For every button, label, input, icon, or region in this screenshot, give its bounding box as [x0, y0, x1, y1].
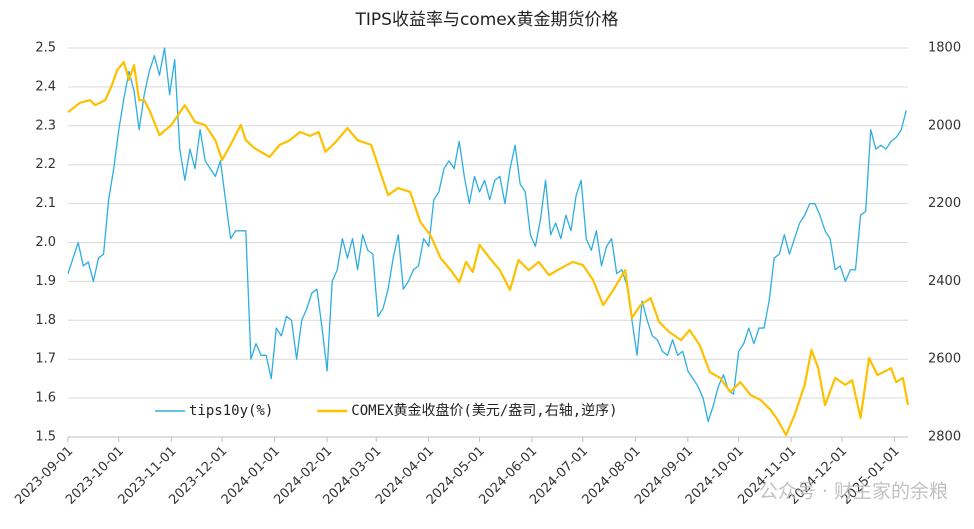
y-tick-label: 1.9: [35, 274, 56, 289]
legend: tips10y(%) COMEX黄金收盘价(美元/盎司,右轴,逆序): [155, 402, 618, 419]
y-tick-label: 1.5: [35, 430, 56, 445]
y-tick-label: 2.3: [35, 118, 56, 133]
y-tick-label: 2.2: [35, 157, 56, 172]
series-line: [67, 47, 907, 423]
series-line: [67, 60, 910, 437]
grid: [68, 47, 908, 438]
y2-tick-label: 1800: [928, 41, 961, 56]
y2-tick-label: 2200: [928, 196, 961, 211]
y2-tick-label: 2000: [928, 118, 961, 133]
y2-tick-label: 2800: [928, 430, 961, 445]
y-tick-label: 2.4: [35, 79, 56, 94]
y-tick-label: 1.7: [35, 352, 56, 367]
chart-title: TIPS收益率与comex黄金期货价格: [355, 10, 619, 30]
y-tick-label: 2.0: [35, 235, 56, 250]
legend-label: tips10y(%): [189, 403, 273, 419]
legend-label: COMEX黄金收盘价(美元/盎司,右轴,逆序): [351, 402, 617, 419]
y2-tick-label: 2600: [928, 352, 961, 367]
plot-lines: [67, 47, 910, 437]
watermark: 公众号 · 财主家的余粮: [759, 481, 948, 503]
axes: 1.5 1.6 1.7 1.8 1.9 2.0 2.1 2.2 2.3 2.4 2.5 1800 200…: [12, 41, 961, 508]
y-tick-label: 1.8: [35, 313, 56, 328]
y-tick-label: 1.6: [35, 391, 56, 406]
y-tick-label: 2.5: [35, 41, 56, 56]
y-tick-label: 2.1: [35, 196, 56, 211]
y2-tick-label: 2400: [928, 274, 961, 289]
